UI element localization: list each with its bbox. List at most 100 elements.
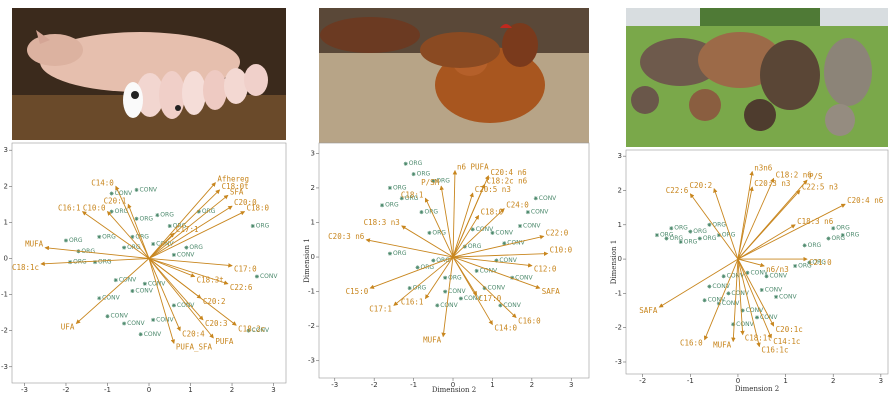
vector-label: C17:0: [234, 265, 257, 274]
vector-label: C10:0: [83, 204, 106, 213]
y-tick-label: 1: [4, 218, 8, 226]
y-tick-label: 3: [4, 146, 8, 154]
point-label: CONV: [480, 267, 498, 274]
vector-label: n6 PUFA: [457, 163, 489, 172]
y-tick-label: -1: [308, 288, 315, 296]
vector-label: C16:0: [680, 339, 703, 348]
point: [443, 290, 447, 294]
point-label: CONV: [127, 320, 145, 327]
vector-label: C17:0: [479, 294, 502, 303]
point: [703, 298, 707, 302]
vector-label: SAFA: [639, 306, 658, 315]
y-tick-label: 0: [618, 255, 622, 263]
vector-label: C10:0: [550, 246, 573, 255]
point: [760, 288, 764, 292]
point: [130, 289, 134, 293]
x-tick-label: -1: [104, 386, 111, 394]
vector-label: C16:1: [58, 204, 81, 213]
point-label: CONV: [140, 186, 158, 193]
vector-label: C18:0: [246, 204, 269, 213]
y-axis-label: Dimension 1: [610, 240, 618, 284]
point: [669, 226, 673, 230]
biplot-panel: -2-10123-3-2-10123Dimension 2Dimension 1…: [610, 150, 888, 393]
y-tick-label: 1: [311, 218, 315, 226]
point-label: ORG: [669, 235, 683, 242]
x-tick-label: 3: [879, 377, 883, 385]
vector-label: C21:0: [809, 258, 832, 267]
point: [404, 162, 408, 166]
y-tick-label: -2: [308, 322, 315, 330]
point-label: ORG: [69, 237, 83, 244]
point: [110, 192, 114, 196]
vector-label: C16:1: [401, 298, 424, 307]
point: [490, 231, 494, 235]
point-label: CONV: [144, 331, 162, 338]
x-axis-label: Dimension 2: [735, 385, 779, 393]
point-label: ORG: [256, 223, 270, 230]
point-label: ORG: [385, 202, 399, 209]
y-tick-label: 2: [618, 186, 622, 194]
x-tick-label: 1: [490, 381, 494, 389]
vector-label: P/SM: [421, 178, 440, 187]
point: [459, 297, 463, 301]
point: [143, 282, 147, 286]
x-tick-label: -2: [62, 386, 69, 394]
point-label: ORG: [102, 233, 116, 240]
point: [431, 259, 435, 263]
y-tick-label: 0: [4, 254, 8, 262]
point: [408, 286, 412, 290]
point: [135, 188, 139, 192]
point: [803, 243, 807, 247]
point: [155, 213, 159, 217]
point-label: CONV: [260, 273, 278, 280]
point-label: CONV: [448, 288, 466, 295]
vector-label: n6/n3: [766, 265, 789, 274]
vector-label: C20:4 n6: [490, 168, 527, 177]
point-label: ORG: [808, 242, 822, 249]
vector-label: SAFA: [542, 287, 561, 296]
vector-label: SFA: [230, 187, 244, 196]
point-label: CONV: [135, 287, 153, 294]
point: [172, 303, 176, 307]
point-label: CONV: [779, 293, 797, 300]
vector-label: C18:3 n6: [797, 217, 834, 226]
point: [427, 231, 431, 235]
x-tick-label: 3: [569, 381, 573, 389]
y-tick-label: -3: [1, 363, 8, 371]
vector-label: C20:4: [182, 330, 205, 339]
vector-label: C22:6: [666, 186, 689, 195]
point-label: CONV: [531, 209, 549, 216]
point-label: ORG: [140, 215, 154, 222]
point: [722, 274, 726, 278]
point: [184, 246, 188, 250]
y-tick-label: 2: [311, 184, 315, 192]
point: [151, 318, 155, 322]
point: [826, 237, 830, 241]
y-tick-label: 3: [311, 149, 315, 157]
vector-label: C20:1c: [776, 325, 803, 334]
photo-hens: [319, 8, 589, 143]
point-label: CONV: [156, 316, 174, 323]
x-tick-label: -1: [410, 381, 417, 389]
point: [831, 226, 835, 230]
point: [841, 233, 845, 237]
vector-label: C17:1: [176, 225, 199, 234]
point-label: ORG: [846, 232, 860, 239]
point-label: ORG: [160, 212, 174, 219]
point-label: CONV: [110, 313, 128, 320]
point: [526, 210, 530, 214]
vector-label: C18:3 n3: [364, 218, 400, 227]
point: [388, 252, 392, 256]
vector-label: C17:1: [369, 304, 392, 313]
point: [151, 242, 155, 246]
point: [475, 269, 479, 273]
vector-label: C20:1: [104, 196, 127, 205]
vector-label: C20:3: [205, 319, 228, 328]
biplot-panel: -3-2-10123-3-2-10123Dimension 2Dimension…: [303, 143, 589, 394]
vector-label: C22:5 n3: [802, 182, 838, 191]
point: [380, 203, 384, 207]
point: [534, 196, 538, 200]
x-tick-label: 1: [188, 386, 192, 394]
point: [664, 237, 668, 241]
